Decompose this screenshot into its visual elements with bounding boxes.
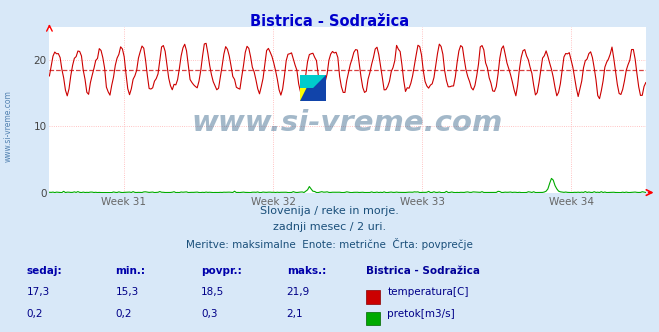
Text: 17,3: 17,3	[26, 288, 49, 297]
Polygon shape	[300, 75, 326, 88]
Text: povpr.:: povpr.:	[201, 266, 242, 276]
Text: 21,9: 21,9	[287, 288, 310, 297]
Text: temperatura[C]: temperatura[C]	[387, 288, 469, 297]
Text: www.si-vreme.com: www.si-vreme.com	[3, 90, 13, 162]
Text: sedaj:: sedaj:	[26, 266, 62, 276]
Text: Slovenija / reke in morje.: Slovenija / reke in morje.	[260, 206, 399, 216]
Text: 0,3: 0,3	[201, 309, 217, 319]
Text: min.:: min.:	[115, 266, 146, 276]
Polygon shape	[300, 75, 313, 88]
Text: 18,5: 18,5	[201, 288, 224, 297]
Text: maks.:: maks.:	[287, 266, 326, 276]
Text: 15,3: 15,3	[115, 288, 138, 297]
Text: Bistrica - Sodražica: Bistrica - Sodražica	[366, 266, 480, 276]
Text: Bistrica - Sodražica: Bistrica - Sodražica	[250, 14, 409, 29]
Text: www.si-vreme.com: www.si-vreme.com	[192, 109, 503, 137]
Text: 0,2: 0,2	[115, 309, 132, 319]
Text: pretok[m3/s]: pretok[m3/s]	[387, 309, 455, 319]
Text: 0,2: 0,2	[26, 309, 43, 319]
Text: 2,1: 2,1	[287, 309, 303, 319]
Text: Meritve: maksimalne  Enote: metrične  Črta: povprečje: Meritve: maksimalne Enote: metrične Črta…	[186, 238, 473, 250]
Polygon shape	[300, 75, 313, 101]
Polygon shape	[300, 75, 310, 88]
Text: zadnji mesec / 2 uri.: zadnji mesec / 2 uri.	[273, 222, 386, 232]
